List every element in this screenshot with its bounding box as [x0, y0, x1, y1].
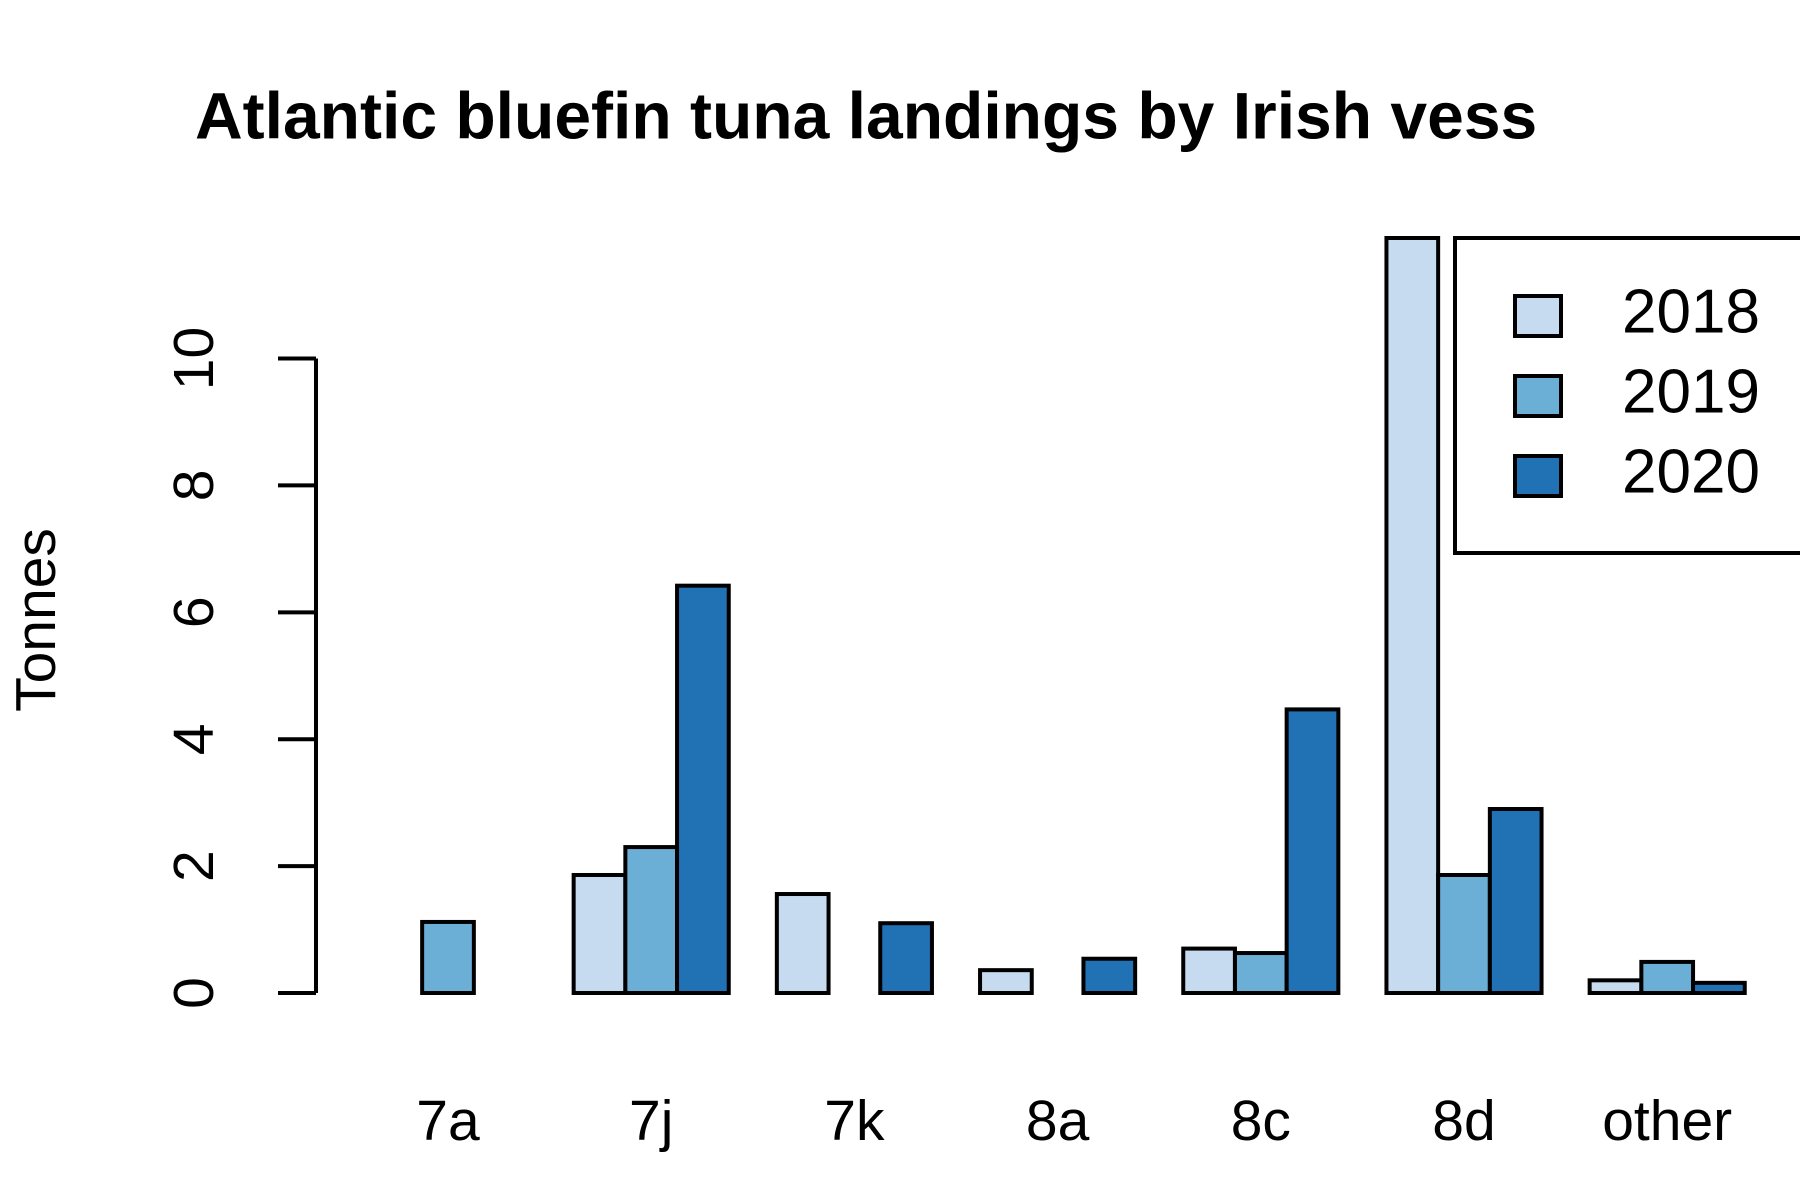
bar: [878, 921, 934, 995]
bar: [1487, 807, 1544, 996]
x-tick-label: 7k: [824, 1089, 885, 1153]
bar: [420, 919, 476, 995]
bar: [1081, 956, 1138, 996]
bar: [978, 968, 1034, 996]
x-tick-label: 8a: [1026, 1089, 1090, 1153]
x-tick-label: 8c: [1231, 1089, 1291, 1153]
legend-swatch: [1513, 294, 1563, 338]
bar: [675, 583, 731, 995]
bar: [774, 892, 831, 995]
bar: [1384, 236, 1441, 995]
bar: [623, 845, 680, 995]
bar: [571, 872, 628, 995]
y-tick-label: 4: [162, 723, 226, 755]
legend-swatch: [1513, 374, 1563, 418]
legend-label: 2020: [1622, 437, 1760, 506]
bar: [1436, 872, 1492, 995]
legend-label: 2019: [1622, 357, 1760, 426]
y-tick-label: 0: [162, 977, 226, 1009]
chart-title: Atlantic bluefin tuna landings by Irish …: [195, 78, 1537, 152]
y-tick-label: 10: [162, 327, 226, 390]
x-tick-label: other: [1602, 1089, 1732, 1153]
bar: [1232, 951, 1289, 996]
legend-box: [1453, 236, 1800, 555]
y-tick-label: 2: [162, 850, 226, 882]
x-tick-label: 8d: [1432, 1089, 1495, 1153]
y-tick-label: 6: [162, 596, 226, 628]
x-tick-label: 7a: [416, 1089, 480, 1153]
bar: [1691, 980, 1747, 996]
bar: [1181, 946, 1237, 996]
legend-label: 2018: [1622, 277, 1760, 346]
y-axis-label: Tonnes: [4, 528, 68, 712]
y-tick-label: 8: [162, 470, 226, 502]
bar: [1587, 978, 1644, 995]
bar: [1639, 959, 1696, 995]
x-tick-label: 7j: [629, 1089, 673, 1153]
bar: [1284, 707, 1341, 995]
legend-swatch: [1513, 454, 1563, 498]
